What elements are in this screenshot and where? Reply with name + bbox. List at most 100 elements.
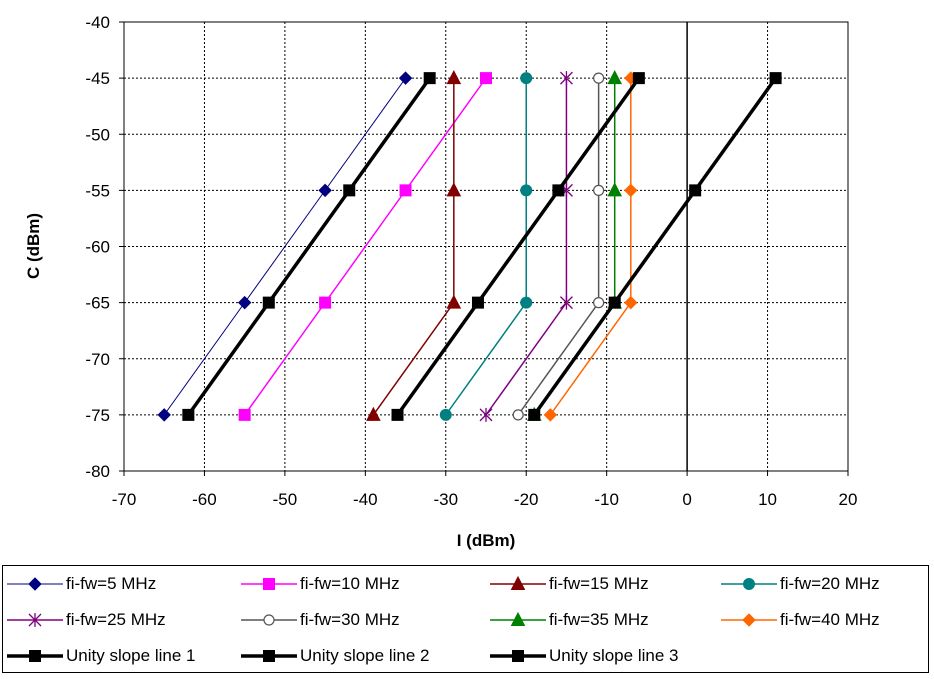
legend-label: fi-fw=30 MHz (300, 610, 400, 629)
data-point (237, 295, 252, 310)
data-point (520, 296, 533, 309)
series (479, 71, 573, 422)
legend-label: fi-fw=25 MHz (66, 610, 166, 629)
x-tick-label: -50 (273, 490, 298, 509)
data-point (446, 294, 462, 309)
legend-item: fi-fw=15 MHz (488, 566, 649, 602)
data-point (743, 578, 755, 590)
series-line (445, 78, 527, 416)
data-point (632, 72, 645, 85)
data-point (512, 409, 524, 421)
data-point (607, 70, 623, 85)
legend-item: Unity slope line 2 (239, 638, 429, 674)
legend-label: Unity slope line 3 (549, 646, 679, 665)
data-point (624, 183, 638, 198)
data-point (398, 71, 413, 85)
data-point (157, 408, 171, 422)
legend-label: Unity slope line 1 (66, 646, 196, 665)
legend-label: fi-fw=40 MHz (780, 610, 880, 629)
data-point (263, 650, 275, 662)
x-tick-label: -40 (353, 490, 378, 509)
x-tick-label: -30 (433, 490, 458, 509)
data-point (391, 408, 404, 421)
series-line (532, 77, 778, 416)
legend-item: fi-fw=5 MHz (5, 566, 156, 602)
x-tick-label: -10 (594, 490, 619, 509)
legend-label: Unity slope line 2 (300, 646, 430, 665)
series (182, 72, 436, 421)
legend-label: fi-fw=20 MHz (780, 574, 880, 593)
data-point (510, 611, 526, 626)
x-tick-label: 20 (839, 490, 858, 509)
legend-item: fi-fw=35 MHz (488, 602, 649, 638)
chart: -70 -60 -50 -40 -30 -20 -10 0 10 20 -40 -45 -50 -55 -6… (24, 13, 858, 550)
y-tick-label: -75 (85, 406, 110, 425)
y-tick-label: -55 (85, 181, 110, 200)
data-point (439, 408, 452, 421)
legend-label: fi-fw=10 MHz (300, 574, 400, 593)
legend-marker (721, 613, 777, 627)
legend-row: fi-fw=25 MHz fi-fw=30 MHz fi-fw=35 MHz f… (3, 602, 928, 638)
legend-item: fi-fw=20 MHz (719, 566, 880, 602)
legend-item: fi-fw=40 MHz (719, 602, 880, 638)
data-point (593, 72, 605, 84)
series (528, 72, 782, 421)
legend-marker (7, 613, 63, 627)
series (238, 72, 492, 421)
x-tick-label: -20 (514, 490, 539, 509)
data-point (446, 70, 462, 85)
series (439, 72, 533, 421)
y-tick-label: -40 (85, 13, 110, 32)
legend-marker (721, 578, 777, 590)
series-line (549, 78, 632, 416)
data-point (446, 182, 462, 197)
data-point (471, 296, 484, 309)
series-line (186, 77, 432, 416)
series-line (163, 77, 406, 416)
y-tick-label: -50 (85, 125, 110, 144)
y-tick-label: -60 (85, 238, 110, 257)
legend-label: fi-fw=15 MHz (549, 574, 649, 593)
x-tick-label: 10 (758, 490, 777, 509)
legend-marker (490, 650, 546, 662)
data-point (318, 183, 332, 198)
legend-marker (490, 575, 546, 590)
legend-item: fi-fw=25 MHz (5, 602, 166, 638)
series-line (372, 78, 455, 416)
data-point (366, 406, 381, 421)
data-point (28, 613, 42, 627)
legend-row: Unity slope line 1 Unity slope line 2 Un… (3, 638, 928, 674)
y-tick-label: -45 (85, 69, 110, 88)
series-line (485, 78, 568, 416)
legend-marker (7, 650, 63, 662)
data-point (689, 184, 702, 197)
x-axis-title: I (dBm) (457, 531, 516, 550)
legend-label: fi-fw=35 MHz (549, 610, 649, 629)
data-point (607, 182, 623, 197)
legend-item: fi-fw=10 MHz (239, 566, 400, 602)
legend-marker (241, 578, 297, 590)
legend-item: Unity slope line 1 (5, 638, 195, 674)
data-point (593, 184, 605, 196)
data-point (262, 296, 275, 309)
data-point (608, 296, 621, 309)
data-point (552, 184, 565, 197)
legend-marker (7, 577, 63, 591)
data-point (343, 184, 356, 197)
data-point (742, 613, 756, 627)
data-point (520, 72, 533, 85)
data-point (28, 577, 42, 591)
legend-marker (490, 611, 546, 626)
x-tick-label: -60 (192, 490, 217, 509)
legend-marker (241, 650, 297, 662)
data-point (593, 297, 605, 309)
y-tick-label: -65 (85, 294, 110, 313)
data-point (528, 408, 541, 421)
data-point (182, 408, 195, 421)
series (157, 71, 413, 422)
data-point (543, 408, 558, 422)
data-point (238, 408, 251, 421)
data-point (29, 650, 41, 662)
data-point (520, 184, 533, 197)
series-line (244, 77, 487, 416)
